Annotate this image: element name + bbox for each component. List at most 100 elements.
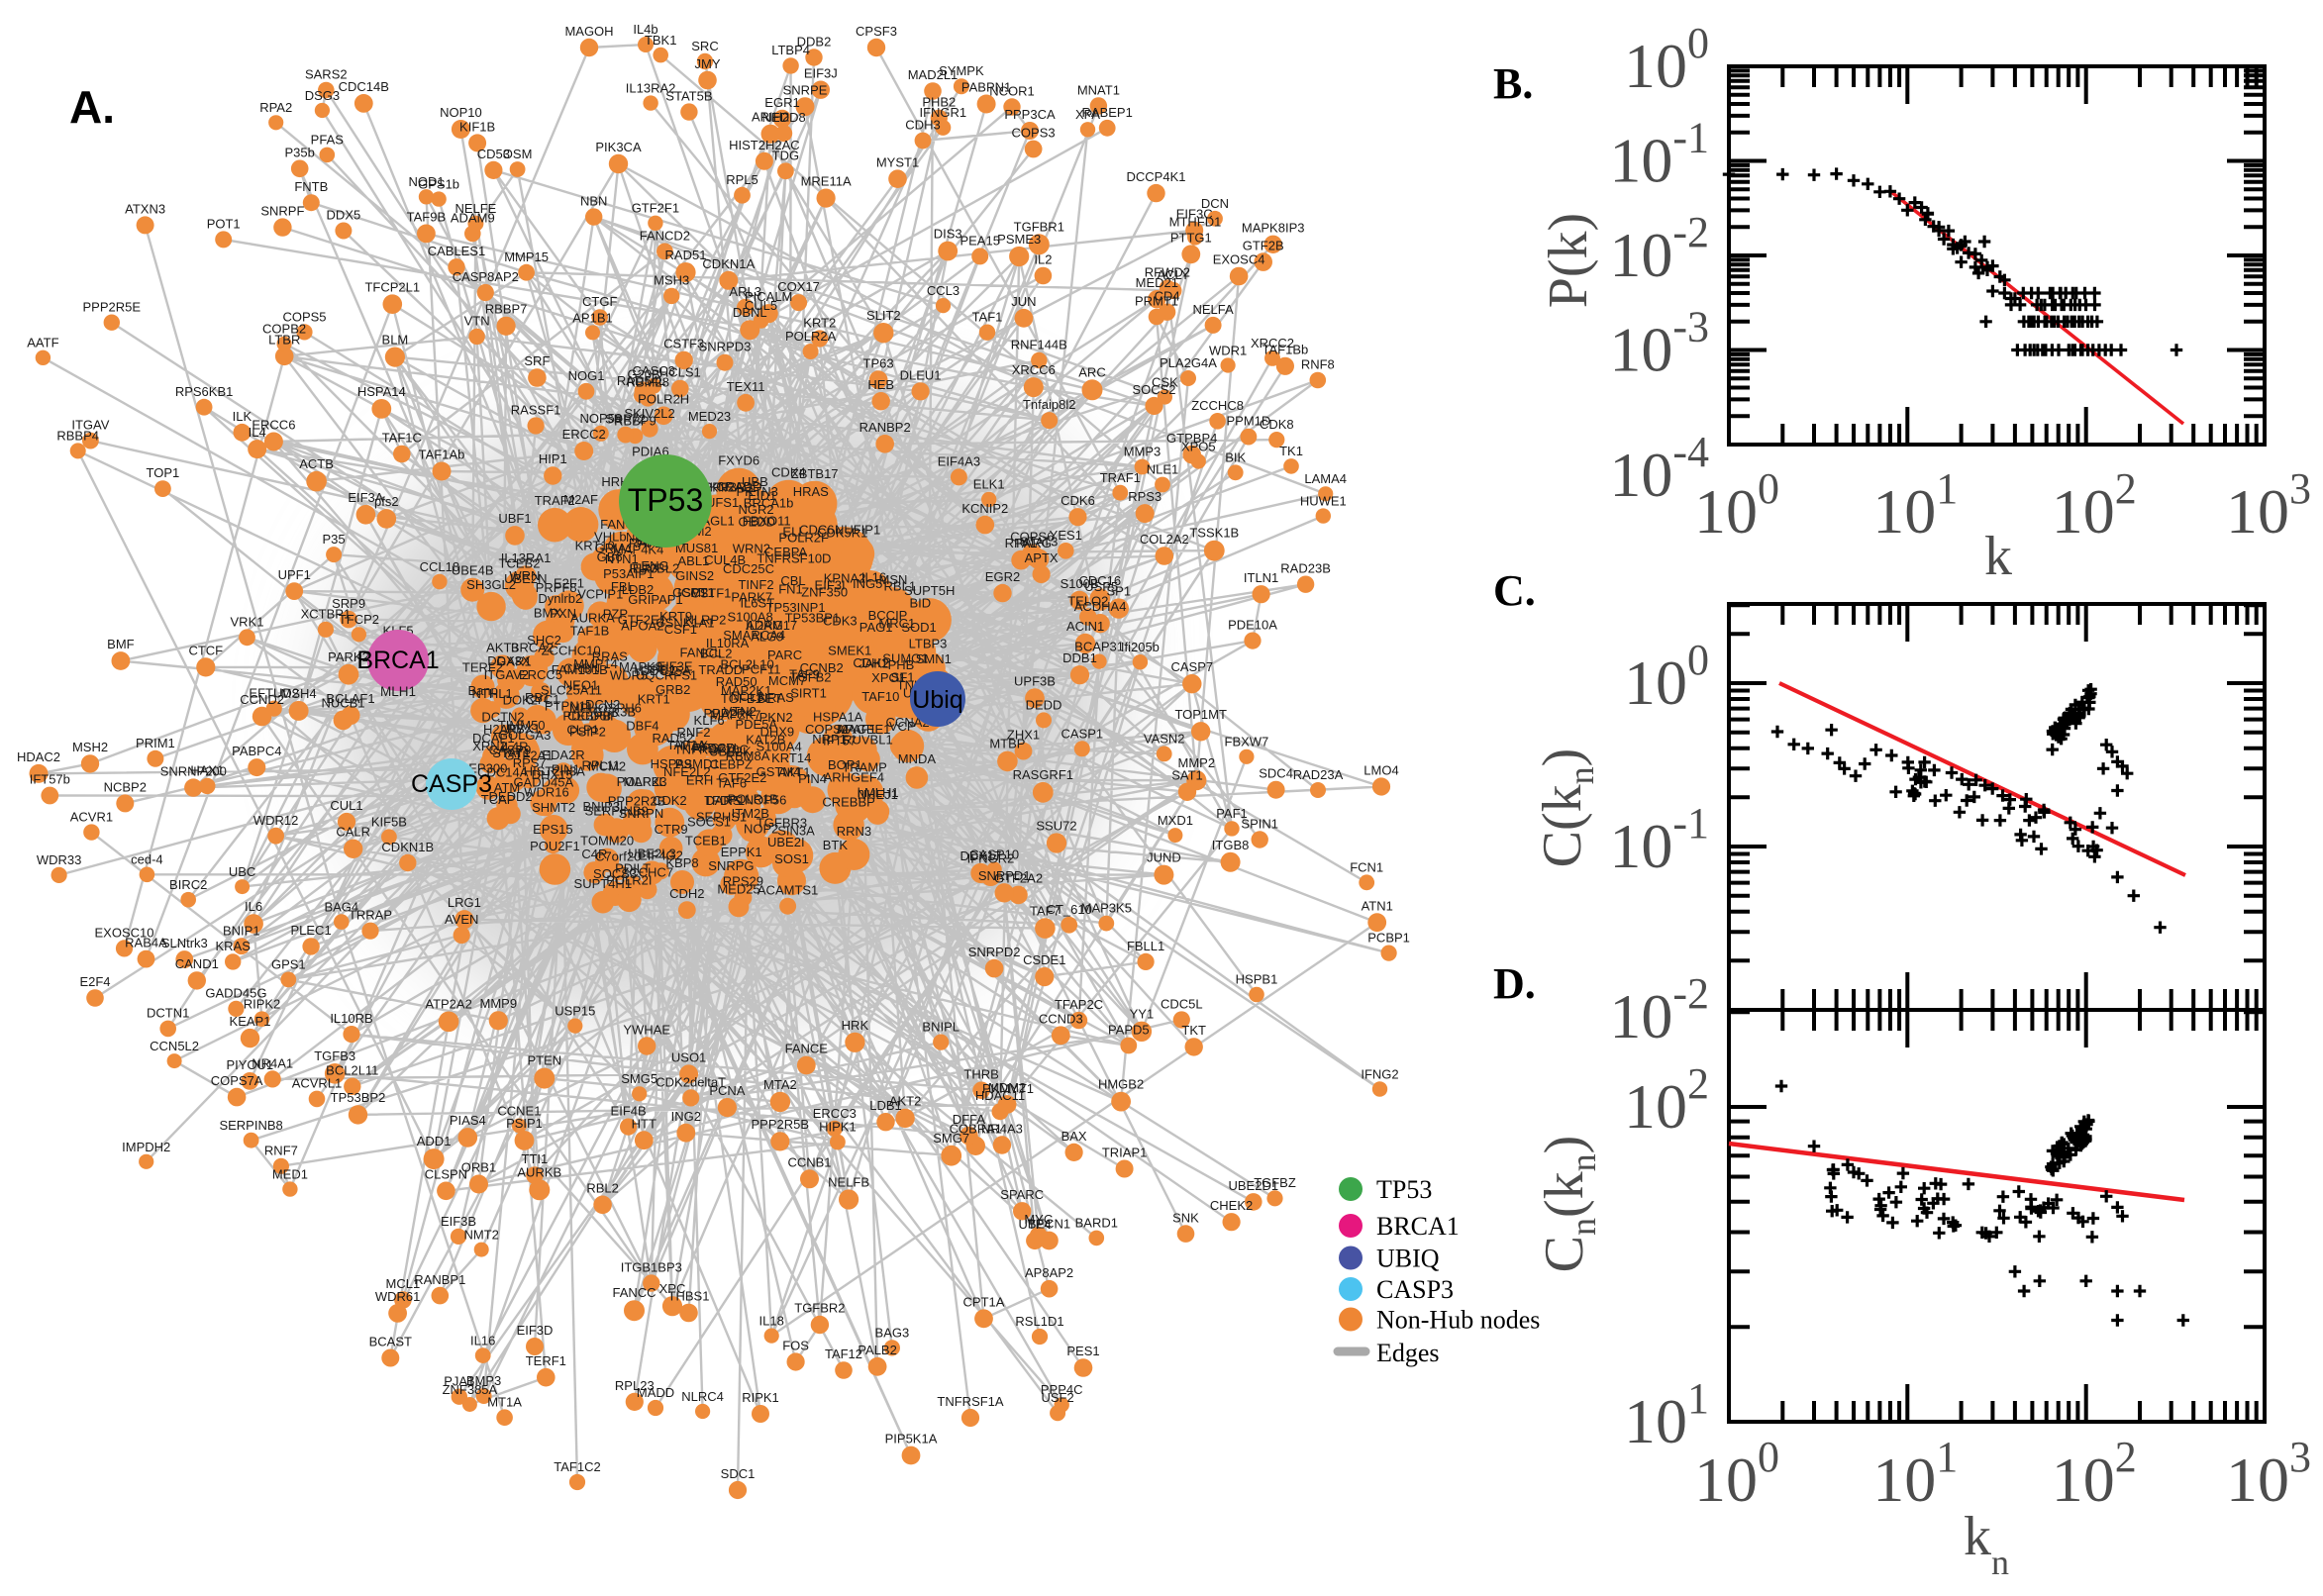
svg-text:PKN2: PKN2 — [759, 710, 793, 725]
svg-text:S100A8: S100A8 — [727, 610, 772, 625]
svg-text:WDR16: WDR16 — [524, 784, 569, 799]
svg-text:Non-Hub nodes: Non-Hub nodes — [1376, 1306, 1540, 1335]
svg-text:TRAF1: TRAF1 — [1100, 470, 1141, 485]
svg-text:OEDD: OEDD — [739, 515, 776, 530]
svg-text:UBE2L3: UBE2L3 — [628, 847, 675, 861]
svg-text:IL10RB: IL10RB — [330, 1011, 372, 1026]
svg-text:EDA2R: EDA2R — [542, 748, 584, 762]
svg-text:RBBP9: RBBP9 — [614, 413, 656, 428]
svg-text:TOP1MT: TOP1MT — [1174, 707, 1227, 722]
svg-text:CCNB2: CCNB2 — [800, 660, 844, 675]
svg-text:GSK3B: GSK3B — [593, 705, 636, 720]
svg-text:TP53BP1: TP53BP1 — [785, 611, 841, 626]
svg-text:IL4R: IL4R — [501, 739, 528, 753]
svg-text:HSPA14: HSPA14 — [357, 384, 406, 399]
svg-text:CASP3: CASP3 — [411, 770, 492, 798]
svg-text:SP1: SP1 — [1107, 583, 1132, 598]
svg-text:USF2: USF2 — [1041, 1390, 1073, 1405]
svg-text:ACAMTS1: ACAMTS1 — [758, 883, 818, 898]
svg-text:APOA2: APOA2 — [621, 619, 663, 634]
svg-text:HUWE1: HUWE1 — [1300, 493, 1347, 508]
svg-text:SDC1: SDC1 — [721, 1466, 756, 1481]
svg-text:AKT3: AKT3 — [486, 641, 519, 655]
svg-text:PHB2: PHB2 — [922, 95, 956, 110]
svg-text:EIF3I: EIF3I — [815, 577, 846, 592]
svg-text:PAG1: PAG1 — [859, 620, 893, 635]
svg-text:k: k — [1984, 526, 2012, 587]
svg-text:COBRA1: COBRA1 — [950, 1122, 1002, 1137]
svg-text:JUN: JUN — [1011, 294, 1036, 309]
svg-text:EIF3D: EIF3D — [517, 1323, 554, 1338]
svg-text:ZHX1: ZHX1 — [1007, 728, 1040, 743]
svg-text:CCND3: CCND3 — [1039, 1011, 1083, 1026]
svg-text:YY1: YY1 — [1130, 1007, 1155, 1022]
svg-text:MED23: MED23 — [688, 409, 731, 424]
svg-text:KRT10: KRT10 — [575, 538, 615, 552]
svg-text:POLR2I: POLR2I — [606, 873, 652, 888]
svg-text:HSPE1: HSPE1 — [634, 661, 676, 676]
svg-text:CRADD: CRADD — [716, 479, 761, 494]
svg-text:JMY: JMY — [695, 56, 721, 71]
svg-text:COPB2: COPB2 — [262, 322, 306, 337]
svg-text:TP53: TP53 — [1376, 1175, 1432, 1204]
svg-text:MAGOH: MAGOH — [564, 24, 613, 39]
svg-text:RUVBL2: RUVBL2 — [630, 560, 680, 575]
svg-text:EIF3A: EIF3A — [348, 490, 383, 505]
svg-text:HIST2H3A: HIST2H3A — [524, 763, 585, 778]
svg-text:SAT1: SAT1 — [1171, 768, 1203, 783]
svg-text:UTP4: UTP4 — [1018, 1217, 1051, 1232]
svg-text:GTF2A2: GTF2A2 — [994, 871, 1043, 886]
svg-text:IL6ST: IL6ST — [740, 595, 774, 610]
svg-text:UPF1: UPF1 — [278, 567, 311, 582]
svg-text:TAF9: TAF9 — [789, 667, 820, 682]
svg-text:HMGB2: HMGB2 — [1098, 1077, 1144, 1092]
svg-text:PTEN: PTEN — [527, 1053, 561, 1068]
svg-text:ATN1: ATN1 — [1362, 898, 1393, 913]
svg-text:PEA15: PEA15 — [960, 233, 999, 248]
svg-text:CREBBP: CREBBP — [822, 795, 874, 810]
svg-text:EIF3J: EIF3J — [804, 66, 838, 81]
svg-text:TGFB3: TGFB3 — [314, 1048, 355, 1063]
svg-text:EFTUD2: EFTUD2 — [249, 686, 299, 701]
svg-text:NOP56: NOP56 — [745, 792, 787, 807]
svg-text:ICM2: ICM2 — [677, 585, 708, 600]
svg-text:DDX17: DDX17 — [960, 848, 1001, 863]
svg-text:PPP3R1: PPP3R1 — [704, 480, 754, 495]
svg-text:CDC25C: CDC25C — [723, 561, 774, 576]
svg-text:C7orf20: C7orf20 — [595, 848, 641, 863]
svg-text:EIF4G2: EIF4G2 — [639, 848, 683, 862]
svg-text:TBK1: TBK1 — [645, 33, 677, 48]
svg-text:VHLb: VHLb — [594, 529, 627, 544]
svg-text:ERCC2: ERCC2 — [562, 427, 606, 442]
svg-text:MLH1: MLH1 — [380, 684, 416, 699]
svg-text:HRK: HRK — [842, 1018, 869, 1033]
svg-text:RASGRF1: RASGRF1 — [1013, 767, 1073, 782]
svg-text:CDK4: CDK4 — [771, 465, 806, 480]
svg-text:BTK: BTK — [823, 838, 849, 852]
svg-text:IL16: IL16 — [861, 569, 886, 584]
svg-text:ING5: ING5 — [853, 576, 882, 591]
svg-text:FANCC: FANCC — [612, 1285, 656, 1300]
svg-text:WDR1: WDR1 — [1209, 343, 1247, 357]
svg-text:NRP1: NRP1 — [812, 732, 847, 747]
svg-text:EIF3C: EIF3C — [1176, 207, 1213, 222]
svg-text:IL6: IL6 — [245, 899, 262, 914]
svg-text:CEBPB: CEBPB — [567, 708, 611, 723]
svg-text:IFNG2: IFNG2 — [1361, 1066, 1398, 1081]
svg-text:Tnfaip8l2: Tnfaip8l2 — [1023, 397, 1075, 412]
svg-text:GSTM4: GSTM4 — [757, 764, 801, 779]
svg-text:PICALM: PICALM — [745, 289, 792, 304]
svg-text:TRAMP: TRAMP — [842, 759, 887, 774]
svg-text:GTF2E2: GTF2E2 — [718, 770, 766, 785]
svg-text:NLE1: NLE1 — [1147, 462, 1179, 477]
svg-text:WDR12: WDR12 — [253, 813, 299, 828]
svg-text:GTF2F1: GTF2F1 — [632, 201, 679, 216]
svg-text:RPL11: RPL11 — [582, 758, 621, 773]
svg-text:FBXO11: FBXO11 — [743, 513, 791, 528]
svg-text:PALB2: PALB2 — [858, 1343, 897, 1357]
svg-text:NELFA: NELFA — [1193, 302, 1235, 317]
svg-text:HAX1: HAX1 — [190, 763, 224, 778]
svg-text:ACTB: ACTB — [299, 456, 334, 471]
svg-text:LRG1: LRG1 — [448, 895, 481, 910]
svg-text:CDC16: CDC16 — [1078, 573, 1121, 588]
